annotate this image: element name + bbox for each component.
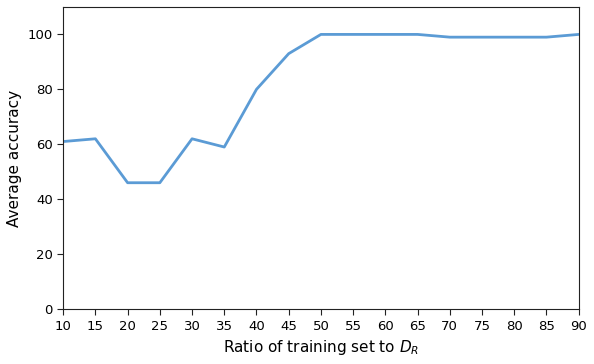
Y-axis label: Average accuracy: Average accuracy [7, 90, 22, 226]
X-axis label: Ratio of training set to $D_R$: Ratio of training set to $D_R$ [223, 338, 419, 357]
